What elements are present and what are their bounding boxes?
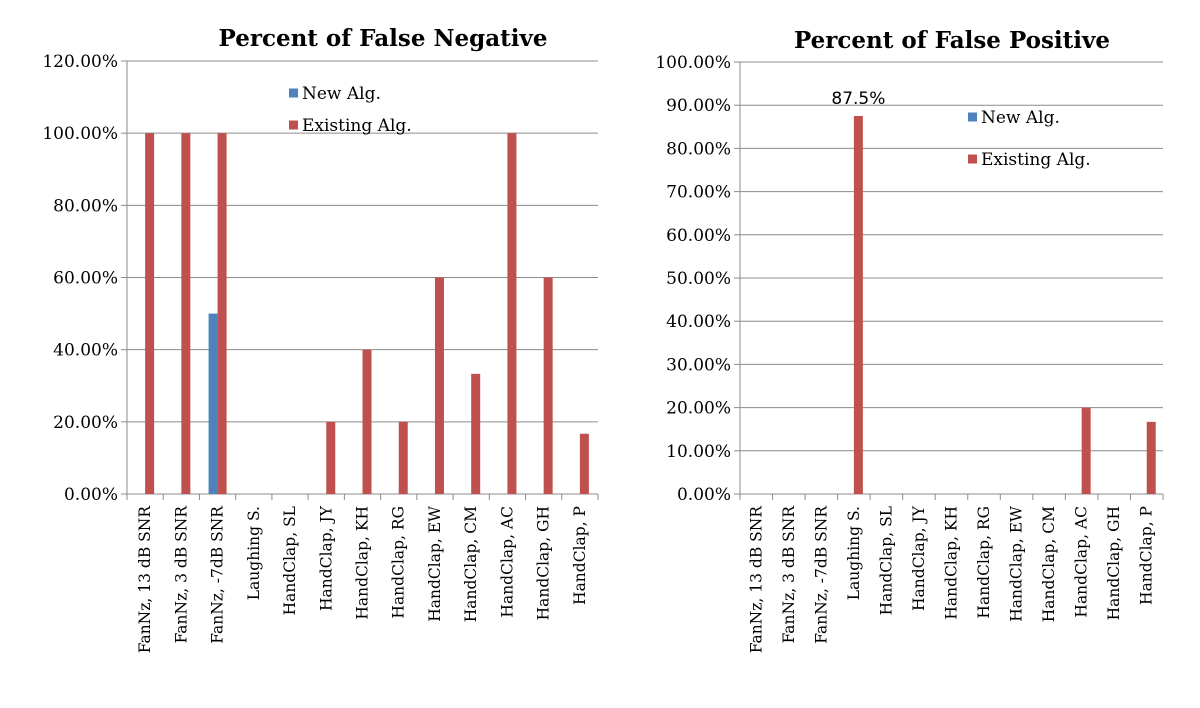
chart-title: Percent of False Positive: [794, 27, 1110, 54]
x-tick-label: HandClap, GH: [535, 506, 553, 620]
x-tick-label: FanNz, 3 dB SNR: [172, 505, 190, 644]
bar-existing-alg: [217, 133, 227, 494]
x-tick-label: Laughing S.: [245, 506, 263, 600]
y-tick-label: 0.00%: [64, 485, 118, 505]
legend-swatch: [968, 112, 977, 122]
bar-existing-alg: [1081, 407, 1091, 494]
y-tick-label: 60.00%: [53, 269, 118, 289]
y-tick-label: 30.00%: [666, 355, 731, 375]
x-tick-label: FanNz, -7dB SNR: [209, 505, 227, 644]
y-tick-label: 10.00%: [666, 442, 731, 462]
y-tick-label: 90.00%: [666, 96, 731, 116]
legend: New Alg. Existing Alg.: [289, 84, 412, 136]
x-tick-label: HandClap, P: [1138, 506, 1156, 605]
x-tick-label: HandClap, EW: [1008, 506, 1026, 622]
x-tick-label: FanNz, 13 dB SNR: [747, 505, 765, 654]
bar-existing-alg: [326, 421, 336, 494]
legend-entry: Existing Alg.: [981, 150, 1091, 170]
x-tick-label: HandClap, AC: [498, 506, 516, 618]
bar-existing-alg: [362, 349, 372, 494]
x-tick-label: HandClap, CM: [462, 506, 480, 622]
x-tick-label: HandClap, KH: [354, 506, 372, 620]
legend-swatch: [289, 120, 298, 130]
bar-existing-alg: [434, 277, 444, 494]
chart-1: Percent of False Negative 0.00% 20.00% 40.0…: [42, 25, 599, 654]
y-tick-label: 40.00%: [53, 341, 118, 361]
y-tick-label: 120.00%: [42, 52, 118, 72]
x-tick-label: HandClap, JY: [910, 505, 928, 611]
y-tick-label: 100.00%: [42, 124, 118, 144]
y-tick-label: 20.00%: [53, 413, 118, 433]
x-tick-label: HandClap, CM: [1040, 506, 1058, 622]
data-label: 87.5%: [831, 89, 885, 109]
y-tick-label: 80.00%: [53, 196, 118, 216]
x-tick-label: HandClap, RG: [390, 506, 408, 619]
y-tick-label: 50.00%: [666, 269, 731, 289]
chart-2: Percent of False Positive 0.00% 10.00% 20.0…: [655, 27, 1164, 654]
bar-existing-alg: [543, 277, 553, 494]
bar-existing-alg: [507, 133, 517, 494]
legend-entry: Existing Alg.: [302, 116, 412, 136]
x-tick-label: HandClap, GH: [1105, 506, 1123, 620]
legend-swatch: [289, 88, 298, 98]
y-tick-label: 20.00%: [666, 399, 731, 419]
legend-swatch: [968, 154, 977, 164]
y-tick-label: 0.00%: [677, 485, 731, 505]
x-tick-label: Laughing S.: [845, 506, 863, 600]
x-tick-label: FanNz, 3 dB SNR: [780, 505, 798, 644]
chart-title: Percent of False Negative: [219, 25, 548, 52]
x-tick-label: HandClap, RG: [975, 506, 993, 619]
bar-existing-alg: [471, 373, 481, 494]
y-tick-label: 100.00%: [655, 53, 731, 73]
bar-existing-alg: [579, 433, 589, 494]
x-tick-label: HandClap, SL: [281, 506, 299, 615]
bar-existing-alg: [145, 133, 155, 494]
x-tick-label: HandClap, SL: [877, 506, 895, 615]
bar-existing-alg: [1146, 421, 1156, 494]
legend-entry: New Alg.: [981, 108, 1060, 128]
y-tick-label: 40.00%: [666, 312, 731, 332]
bar-existing-alg: [181, 133, 191, 494]
x-tick-label: FanNz, -7dB SNR: [812, 505, 830, 644]
x-tick-label: HandClap, AC: [1073, 506, 1091, 618]
x-tick-label: HandClap, JY: [317, 505, 335, 611]
y-tick-label: 80.00%: [666, 139, 731, 159]
y-tick-label: 60.00%: [666, 226, 731, 246]
legend-entry: New Alg.: [302, 84, 381, 104]
x-tick-label: FanNz, 13 dB SNR: [136, 505, 154, 654]
x-tick-label: HandClap, KH: [943, 506, 961, 620]
x-tick-label: HandClap, EW: [426, 506, 444, 622]
x-tick-label: HandClap, P: [571, 506, 589, 605]
bar-existing-alg: [398, 421, 408, 494]
legend: New Alg. Existing Alg.: [968, 108, 1091, 170]
bar-new-alg: [208, 313, 218, 494]
bar-existing-alg: [853, 116, 863, 494]
y-tick-label: 70.00%: [666, 183, 731, 203]
